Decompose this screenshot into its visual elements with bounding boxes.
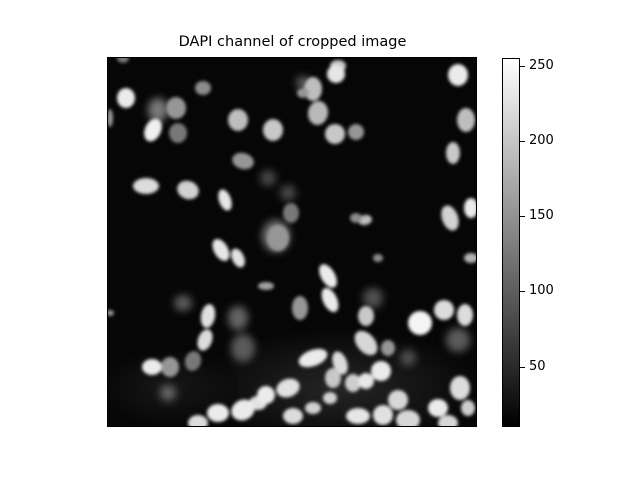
cell-nucleus (276, 378, 300, 398)
cell-nucleus (448, 64, 468, 86)
cell-nucleus (148, 98, 168, 122)
cell-nucleus (298, 348, 328, 368)
colorbar-tick (520, 140, 525, 142)
cell-nucleus (267, 225, 289, 251)
cell-nucleus (195, 81, 211, 95)
colorbar-tick-label: 50 (529, 358, 546, 374)
cell-nucleus (108, 310, 114, 316)
colorbar-tick (520, 65, 525, 67)
cell-nucleus (373, 405, 393, 425)
cell-nucleus (464, 253, 476, 263)
cell-nucleus (346, 408, 370, 424)
cell-nucleus (354, 330, 378, 356)
colorbar-tick-label: 150 (529, 208, 554, 224)
cell-nucleus (450, 376, 470, 400)
cell-nucleus (371, 361, 391, 381)
intensity-colorbar (502, 58, 520, 427)
cell-nucleus (327, 65, 345, 83)
colorbar-tick-label: 200 (529, 132, 554, 148)
cell-nucleus (408, 311, 432, 335)
cell-nucleus (434, 300, 454, 320)
cell-nucleus (263, 119, 283, 141)
colorbar-tick (520, 291, 525, 293)
nuclei-layer (108, 58, 476, 426)
cell-nucleus (260, 170, 276, 186)
cell-nucleus (457, 108, 475, 132)
cell-nucleus (461, 400, 475, 416)
cell-nucleus (218, 189, 232, 211)
figure-title: DAPI channel of cropped image (178, 34, 407, 50)
cell-nucleus (283, 408, 303, 424)
cell-nucleus (117, 58, 129, 63)
cell-nucleus (231, 248, 245, 268)
cell-nucleus (464, 198, 476, 218)
cell-nucleus (457, 304, 473, 326)
cell-nucleus (388, 390, 408, 410)
cell-nucleus (325, 368, 341, 388)
colorbar-tick-label: 100 (529, 283, 554, 299)
cell-nucleus (350, 213, 362, 223)
cell-nucleus (325, 124, 345, 144)
cell-nucleus (297, 88, 309, 98)
cell-nucleus (231, 334, 255, 362)
cell-nucleus (321, 287, 339, 313)
cell-nucleus (228, 109, 248, 131)
cell-nucleus (228, 306, 248, 330)
cell-nucleus (323, 392, 337, 404)
colorbar-tick (520, 216, 525, 218)
cell-nucleus (438, 415, 458, 426)
cell-nucleus (396, 410, 420, 426)
cell-nucleus (280, 185, 296, 201)
colorbar-tick (520, 366, 525, 368)
cell-nucleus (257, 386, 275, 404)
cell-nucleus (174, 295, 192, 311)
cell-nucleus (307, 101, 329, 125)
cell-nucleus (304, 77, 322, 101)
cell-nucleus (348, 124, 364, 140)
cell-nucleus (142, 359, 162, 375)
cell-nucleus (446, 328, 470, 352)
dapi-micrograph-image (107, 57, 477, 427)
cell-nucleus (373, 254, 383, 262)
cell-nucleus (184, 351, 202, 371)
cell-nucleus (200, 304, 216, 328)
cell-nucleus (169, 123, 187, 143)
cell-nucleus (144, 118, 162, 142)
cell-nucleus (428, 399, 448, 417)
cell-nucleus (177, 180, 199, 200)
cell-nucleus (166, 97, 186, 119)
cell-nucleus (258, 282, 274, 290)
cell-nucleus (358, 306, 374, 326)
cell-nucleus (207, 404, 229, 422)
cell-nucleus (133, 178, 159, 194)
cell-nucleus (400, 350, 416, 366)
cell-nucleus (117, 88, 135, 108)
cell-nucleus (283, 203, 299, 223)
cell-nucleus (160, 385, 176, 401)
cell-nucleus (232, 152, 254, 170)
cell-nucleus (188, 415, 208, 426)
cell-nucleus (319, 264, 337, 288)
cell-nucleus (212, 239, 230, 261)
cell-nucleus (446, 142, 460, 164)
colorbar-tick-label: 250 (529, 57, 554, 73)
cell-nucleus (381, 340, 395, 356)
cell-nucleus (231, 399, 255, 421)
cell-nucleus (305, 402, 321, 414)
cell-nucleus (197, 329, 213, 351)
cell-nucleus (441, 205, 459, 231)
cell-nucleus (363, 288, 383, 308)
cell-nucleus (161, 357, 179, 377)
cell-nucleus (292, 296, 308, 320)
cell-nucleus (108, 109, 113, 127)
cell-nucleus (345, 374, 361, 392)
in-focus-nuclei (108, 58, 476, 426)
cell-nucleus (358, 373, 374, 389)
cell-nucleus (332, 351, 348, 375)
